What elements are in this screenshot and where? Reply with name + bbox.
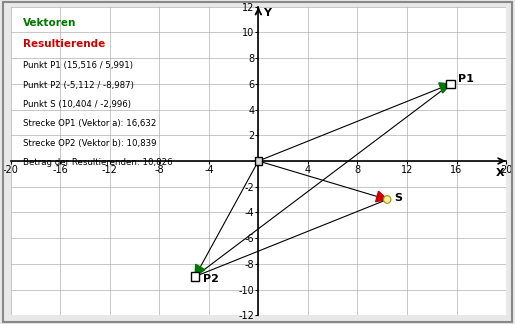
- Polygon shape: [439, 83, 451, 93]
- Text: S: S: [394, 193, 402, 203]
- Text: P2: P2: [202, 274, 218, 284]
- Text: Vektoren: Vektoren: [23, 18, 76, 29]
- Text: Strecke OP1 (Vektor a): 16,632: Strecke OP1 (Vektor a): 16,632: [23, 119, 157, 128]
- Bar: [447, 80, 455, 88]
- Text: Y: Y: [263, 8, 271, 18]
- Text: Punkt P1 (15,516 / 5,991): Punkt P1 (15,516 / 5,991): [23, 61, 133, 70]
- Polygon shape: [195, 264, 205, 276]
- Text: P1: P1: [458, 74, 474, 84]
- Bar: [191, 272, 199, 281]
- Bar: [255, 157, 262, 165]
- Polygon shape: [375, 191, 387, 202]
- Text: Strecke OP2 (Vektor b): 10,839: Strecke OP2 (Vektor b): 10,839: [23, 138, 157, 147]
- Text: Betrag der Resultierenden: 10,826: Betrag der Resultierenden: 10,826: [23, 158, 173, 167]
- Text: Resultierende: Resultierende: [23, 39, 106, 49]
- Text: Punkt P2 (-5,112 / -8,987): Punkt P2 (-5,112 / -8,987): [23, 81, 134, 90]
- Text: Punkt S (10,404 / -2,996): Punkt S (10,404 / -2,996): [23, 100, 131, 109]
- Text: X: X: [495, 168, 504, 178]
- Circle shape: [384, 196, 391, 203]
